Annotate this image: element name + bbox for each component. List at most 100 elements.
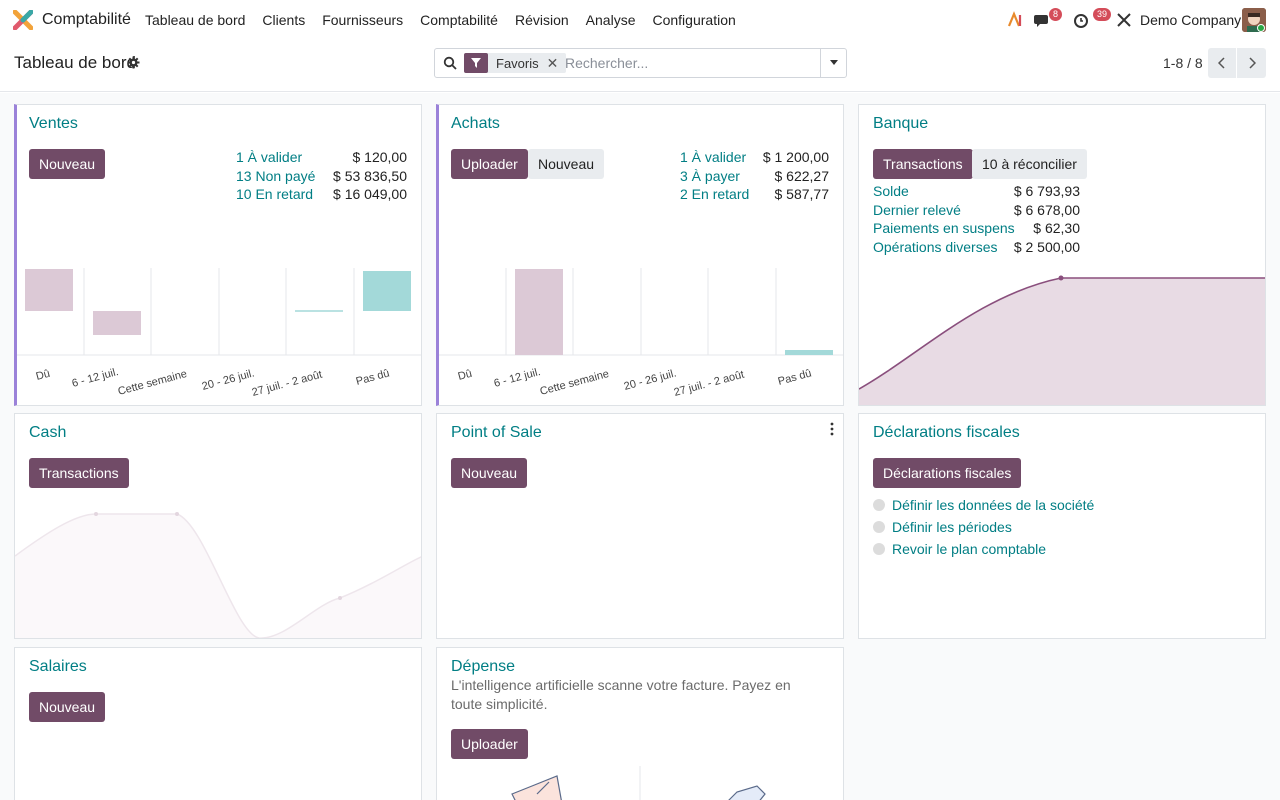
tick-label: 20 - 26 juil.	[201, 367, 256, 393]
card-title[interactable]: Banque	[873, 115, 929, 132]
bar-pas-du[interactable]	[785, 350, 833, 355]
clock-icon	[1074, 14, 1088, 28]
stat-link[interactable]: Dernier relevé	[873, 201, 961, 218]
page-title: Tableau de bord	[14, 53, 136, 72]
menu-item-fournisseurs[interactable]: Fournisseurs	[322, 12, 404, 28]
activities-badge: 39	[1092, 8, 1111, 21]
stat-link[interactable]: 1 À valider	[236, 149, 303, 165]
journal-card-depense: Dépense L'intelligence artificielle scan…	[436, 647, 844, 800]
reconcile-button[interactable]: 10 à réconcilier	[972, 149, 1087, 179]
stat-link[interactable]: 3 À payer	[680, 167, 740, 184]
expense-illustration	[511, 766, 766, 800]
menu-item-revision[interactable]: Révision	[514, 12, 569, 28]
new-bill-button[interactable]: Nouveau	[528, 149, 605, 179]
stat-link[interactable]: 13 Non payé	[236, 167, 316, 184]
search-icon[interactable]	[443, 56, 457, 70]
stat-row: 1 À valider $ 120,00	[236, 149, 407, 168]
filter-icon	[464, 53, 488, 73]
online-status-dot	[1257, 24, 1265, 32]
journal-card-banque: Banque Transactions 10 à réconcilier Sol…	[858, 104, 1266, 406]
app-logo-icon[interactable]	[13, 10, 33, 30]
menu-item-analyse[interactable]: Analyse	[585, 12, 636, 28]
tax-returns-button[interactable]: Déclarations fiscales	[873, 458, 1022, 488]
stat-link[interactable]: Solde	[873, 183, 909, 199]
tick-label: Cette semaine	[539, 368, 611, 398]
pager-previous-button[interactable]	[1208, 48, 1237, 78]
balance-line	[859, 277, 1265, 390]
caret-down-icon	[829, 60, 838, 65]
tick-label: 20 - 26 juil.	[623, 367, 678, 393]
pos-new-button[interactable]: Nouveau	[451, 458, 528, 488]
bar-pas-du[interactable]	[363, 271, 411, 311]
bar-6-12-juil[interactable]	[515, 269, 563, 355]
gear-icon[interactable]	[127, 56, 140, 69]
step-link[interactable]: Définir les données de la société	[892, 497, 1095, 513]
menu-item-tableau-de-bord[interactable]: Tableau de bord	[145, 12, 246, 28]
card-title[interactable]: Dépense	[451, 658, 516, 675]
top-navbar: Comptabilité Tableau de bord Clients Fou…	[0, 0, 1280, 40]
menu-item-clients[interactable]: Clients	[262, 12, 306, 28]
messages-button[interactable]: 8	[1034, 8, 1062, 29]
search-bar: Favoris ✕	[434, 48, 847, 78]
onboarding-step: Revoir le plan comptable	[873, 541, 1046, 557]
tick-label: Dû	[35, 368, 52, 383]
stat-row: 13 Non payé $ 53 836,50	[236, 168, 407, 187]
salaires-new-button[interactable]: Nouveau	[29, 692, 106, 722]
tools-icon[interactable]	[1115, 11, 1133, 29]
journal-card-achats: Achats Uploader Nouveau 1 À valider $ 1 2…	[436, 104, 844, 406]
control-panel: Tableau de bord Favoris ✕ 1-8 / 8	[0, 40, 1280, 92]
menu-item-configuration[interactable]: Configuration	[652, 12, 736, 28]
stat-link[interactable]: 1 À valider	[680, 149, 747, 165]
tick-label: 27 juil. - 2 août	[673, 369, 746, 399]
search-input[interactable]	[565, 53, 815, 73]
card-title[interactable]: Point of Sale	[451, 424, 542, 441]
user-avatar[interactable]	[1242, 8, 1266, 32]
pager-value[interactable]: 1-8 / 8	[1163, 55, 1203, 71]
step-link[interactable]: Définir les périodes	[892, 519, 1012, 535]
stat-link[interactable]: 2 En retard	[680, 186, 750, 202]
stat-link[interactable]: 10 En retard	[236, 186, 314, 202]
transactions-button[interactable]: Transactions	[873, 149, 973, 179]
bar-du[interactable]	[25, 269, 73, 311]
upload-button[interactable]: Uploader	[451, 149, 528, 179]
stat-link[interactable]: Opérations diverses	[873, 238, 998, 255]
stat-row: 10 En retard $ 16 049,00	[236, 186, 407, 205]
card-title[interactable]: Ventes	[29, 115, 78, 132]
stat-value: $ 1 200,00	[762, 149, 829, 165]
balance-point[interactable]	[1058, 275, 1064, 281]
search-options-toggle[interactable]	[820, 49, 846, 77]
facet-label: Favoris	[496, 55, 539, 71]
stat-row: 1 À valider $ 1 200,00	[680, 149, 829, 168]
ai-icon[interactable]	[1006, 11, 1024, 29]
card-title[interactable]: Déclarations fiscales	[873, 424, 1020, 441]
stat-link[interactable]: Paiements en suspens	[873, 220, 1015, 236]
payment-hand-icon	[728, 785, 766, 800]
tick-label: 6 - 12 juil.	[493, 366, 542, 390]
menu-item-comptabilite[interactable]: Comptabilité	[420, 12, 498, 28]
journal-card-cash: Cash Transactions	[14, 413, 422, 639]
app-name[interactable]: Comptabilité	[42, 11, 131, 28]
card-title[interactable]: Achats	[451, 115, 500, 132]
stat-value: $ 120,00	[352, 149, 408, 165]
step-link[interactable]: Revoir le plan comptable	[892, 541, 1047, 557]
depense-upload-button[interactable]: Uploader	[451, 729, 528, 759]
tick-label: Pas dû	[355, 367, 391, 387]
pager-buttons	[1208, 48, 1266, 78]
journal-card-ventes: Ventes Nouveau 1 À valider $ 120,00 13 No…	[14, 104, 422, 406]
kebab-menu-icon[interactable]	[829, 422, 835, 436]
card-title[interactable]: Cash	[29, 424, 67, 441]
bar-6-12-juil[interactable]	[93, 311, 141, 335]
chevron-left-icon	[1218, 57, 1225, 69]
activities-button[interactable]: 39	[1073, 8, 1111, 29]
step-status-icon	[873, 499, 885, 511]
facet-remove-icon[interactable]: ✕	[546, 54, 559, 71]
scan-document-icon	[511, 775, 562, 800]
pager-next-button[interactable]	[1237, 48, 1266, 78]
stat-row: Opérations diverses $ 2 500,00	[873, 239, 1080, 258]
journal-card-salaires: Salaires Nouveau	[14, 647, 422, 800]
card-title[interactable]: Salaires	[29, 658, 87, 675]
cash-transactions-button[interactable]: Transactions	[29, 458, 129, 488]
new-invoice-button[interactable]: Nouveau	[29, 149, 106, 179]
chat-icon	[1034, 15, 1048, 27]
company-switcher[interactable]: Demo Company	[1140, 12, 1242, 28]
